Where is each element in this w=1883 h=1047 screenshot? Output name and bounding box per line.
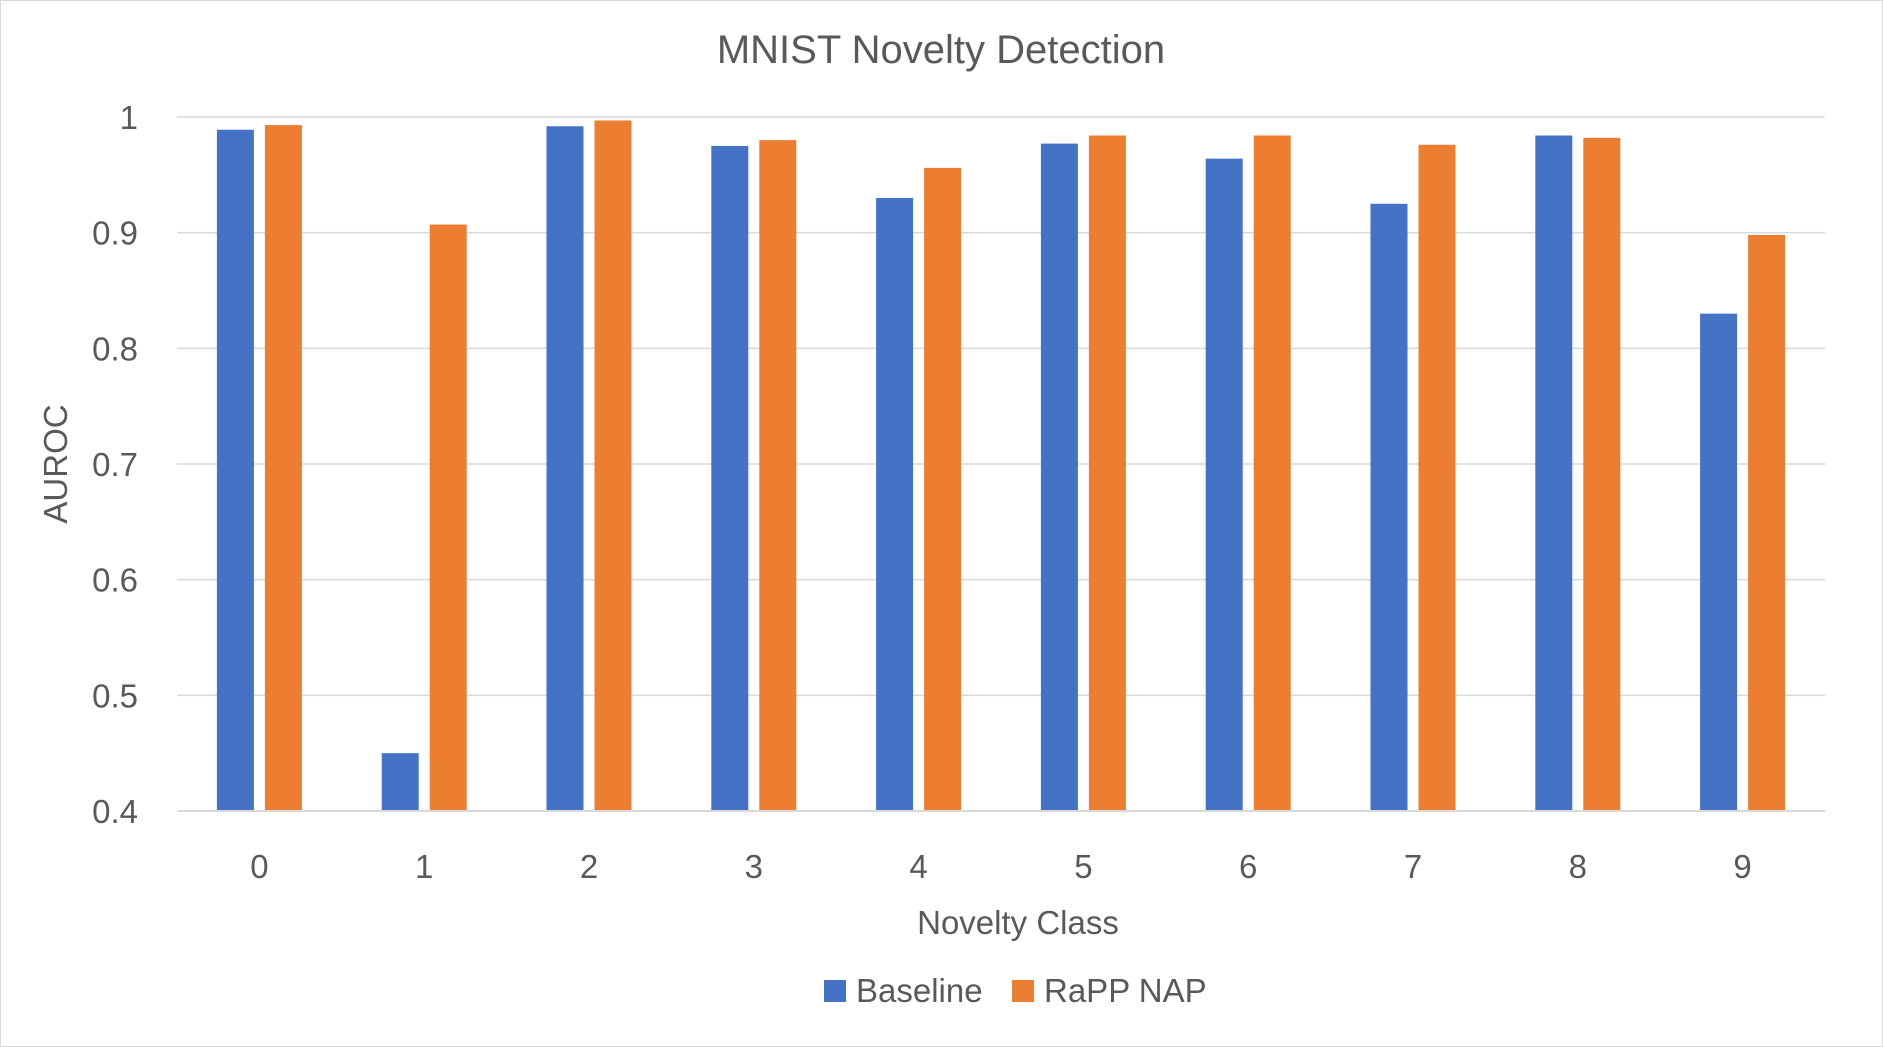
x-tick-label: 9: [1733, 848, 1751, 885]
bar-baseline-3: [711, 145, 749, 811]
x-tick-label: 3: [745, 848, 763, 885]
y-tick-label: 0.7: [92, 446, 138, 483]
legend-label: Baseline: [856, 972, 983, 1009]
bar-baseline-5: [1040, 143, 1078, 811]
x-tick-label: 4: [909, 848, 927, 885]
bar-baseline-8: [1535, 135, 1573, 812]
gridlines: [177, 116, 1825, 697]
bar-rapp-nap-6: [1253, 135, 1291, 812]
bar-rapp-nap-8: [1583, 137, 1621, 811]
y-tick-label: 0.5: [92, 677, 138, 714]
bar-baseline-0: [216, 129, 254, 811]
bars: [216, 120, 1786, 812]
y-axis-ticks: 0.4 0.5 0.6 0.7 0.8 0.9 1: [92, 99, 138, 830]
y-tick-label: 0.6: [92, 562, 138, 599]
bar-rapp-nap-3: [759, 140, 797, 812]
legend: Baseline RaPP NAP: [824, 972, 1207, 1009]
bar-baseline-9: [1700, 313, 1738, 811]
legend-swatch-rapp-nap: [1012, 980, 1034, 1002]
x-tick-label: 6: [1239, 848, 1257, 885]
y-tick-label: 0.8: [92, 330, 138, 367]
bar-rapp-nap-7: [1418, 144, 1456, 811]
y-axis-label: AUROC: [37, 404, 74, 523]
bar-rapp-nap-9: [1748, 234, 1786, 812]
x-tick-label: 7: [1404, 848, 1422, 885]
legend-label: RaPP NAP: [1044, 972, 1207, 1009]
y-tick-label: 0.9: [92, 215, 138, 252]
chart-title: MNIST Novelty Detection: [717, 28, 1165, 72]
y-tick-label: 1: [120, 99, 138, 136]
x-tick-label: 2: [580, 848, 598, 885]
bar-baseline-6: [1205, 158, 1243, 811]
x-tick-label: 5: [1074, 848, 1092, 885]
x-tick-label: 1: [415, 848, 433, 885]
legend-swatch-baseline: [824, 980, 846, 1002]
x-axis-label: Novelty Class: [917, 904, 1119, 941]
bar-rapp-nap-1: [429, 224, 467, 811]
bar-baseline-4: [876, 197, 914, 811]
bar-rapp-nap-5: [1088, 135, 1126, 812]
bar-baseline-1: [381, 753, 419, 811]
x-axis-ticks: 0 1 2 3 4 5 6 7 8 9: [250, 848, 1752, 885]
bar-rapp-nap-4: [924, 167, 962, 812]
bar-baseline-7: [1370, 203, 1408, 811]
y-tick-label: 0.4: [92, 793, 138, 830]
bar-rapp-nap-0: [264, 125, 302, 811]
x-tick-label: 0: [250, 848, 268, 885]
bar-rapp-nap-2: [594, 120, 632, 812]
x-tick-label: 8: [1569, 848, 1587, 885]
bar-baseline-2: [546, 126, 584, 811]
